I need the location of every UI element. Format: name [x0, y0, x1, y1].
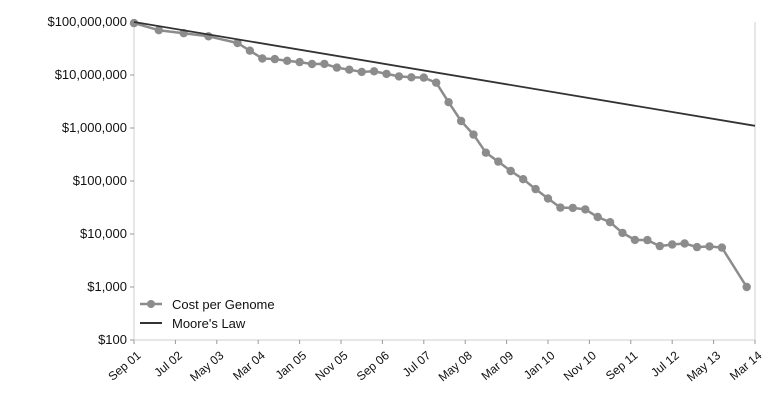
x-tick-label: Jul 12: [648, 348, 682, 380]
data-point-cost-per-genome: [432, 78, 441, 87]
data-point-cost-per-genome: [531, 184, 540, 194]
data-point-cost-per-genome: [643, 235, 652, 245]
y-tick-label: $100,000,000: [47, 14, 127, 29]
x-tick-label: Mar 09: [479, 348, 517, 383]
x-tick-label: Mar 14: [727, 348, 763, 383]
data-point-cost-per-genome: [154, 26, 163, 35]
data-point-cost-per-genome: [469, 130, 478, 139]
data-point-cost-per-genome: [332, 63, 342, 72]
data-point-cost-per-genome: [345, 65, 354, 74]
data-point-cost-per-genome: [655, 241, 664, 251]
data-point-cost-per-genome: [543, 194, 553, 203]
x-tick-label: Jan 05: [273, 348, 310, 382]
data-point-cost-per-genome: [357, 67, 366, 77]
y-tick-label: $100: [98, 332, 127, 347]
data-point-cost-per-genome: [668, 240, 677, 249]
legend-label-moores-law: Moore's Law: [172, 316, 246, 331]
x-tick-label: Sep 11: [603, 348, 641, 383]
data-point-cost-per-genome: [717, 243, 727, 252]
data-point-cost-per-genome: [394, 72, 404, 81]
data-point-cost-per-genome: [295, 57, 304, 67]
data-point-cost-per-genome: [245, 46, 255, 55]
x-tick-label: May 13: [684, 348, 723, 384]
data-point-cost-per-genome: [506, 166, 515, 176]
data-point-cost-per-genome: [369, 67, 379, 76]
data-point-cost-per-genome: [419, 73, 428, 82]
data-point-cost-per-genome: [444, 98, 453, 107]
y-axis-ticks: $100,000,000 $10,000,000 $1,000,000 $100,00…: [47, 14, 134, 347]
x-tick-label: Jul 02: [151, 348, 185, 380]
data-point-cost-per-genome: [407, 73, 416, 82]
data-point-cost-per-genome: [556, 203, 565, 212]
data-point-cost-per-genome: [692, 242, 702, 252]
x-tick-label: Mar 04: [230, 348, 268, 383]
y-tick-label: $10,000,000: [55, 67, 127, 82]
data-point-cost-per-genome: [605, 218, 615, 227]
data-point-cost-per-genome: [129, 18, 139, 28]
x-tick-label: Sep 01: [105, 348, 143, 383]
x-tick-label: May 03: [187, 348, 226, 384]
data-point-cost-per-genome: [270, 54, 279, 64]
series-layer: [129, 18, 756, 292]
data-point-cost-per-genome: [382, 69, 391, 79]
series-line-cost-per-genome: [133, 21, 748, 288]
data-point-cost-per-genome: [705, 242, 714, 251]
y-tick-label: $10,000: [80, 226, 127, 241]
y-tick-label: $100,000: [73, 173, 127, 188]
x-tick-label: Jul 07: [400, 348, 434, 380]
data-point-cost-per-genome: [233, 38, 242, 48]
data-point-cost-per-genome: [618, 228, 627, 238]
legend: Cost per Genome Moore's Law: [140, 297, 275, 331]
data-point-cost-per-genome: [593, 212, 602, 222]
data-point-cost-per-genome: [680, 239, 689, 248]
data-point-cost-per-genome: [519, 175, 528, 184]
data-point-cost-per-genome: [283, 56, 292, 65]
data-point-cost-per-genome: [568, 203, 577, 213]
y-tick-label: $1,000,000: [62, 120, 127, 135]
legend-label-cost-per-genome: Cost per Genome: [172, 297, 275, 312]
data-point-cost-per-genome: [258, 54, 267, 63]
series-line-moore-s-law: [133, 21, 756, 127]
x-tick-label: Jan 10: [521, 348, 558, 382]
data-point-cost-per-genome: [456, 116, 466, 126]
data-point-cost-per-genome: [581, 205, 590, 214]
data-point-cost-per-genome: [481, 148, 491, 157]
data-point-cost-per-genome: [742, 282, 751, 292]
data-point-cost-per-genome: [307, 59, 317, 69]
data-point-cost-per-genome: [630, 235, 640, 245]
x-axis-ticks: Sep 01 Jul 02 May 03 Mar 04 Jan 05 Nov 05 Sep …: [105, 340, 763, 384]
data-point-cost-per-genome: [494, 157, 503, 166]
plot-area: [133, 22, 756, 341]
x-tick-label: Nov 10: [561, 348, 599, 383]
legend-marker-cost-per-genome: [147, 300, 155, 308]
data-point-cost-per-genome: [320, 59, 329, 69]
x-tick-label: Sep 06: [354, 348, 392, 383]
y-tick-label: $1,000: [87, 279, 127, 294]
x-tick-label: May 08: [436, 348, 475, 384]
x-tick-label: Nov 05: [312, 348, 350, 383]
